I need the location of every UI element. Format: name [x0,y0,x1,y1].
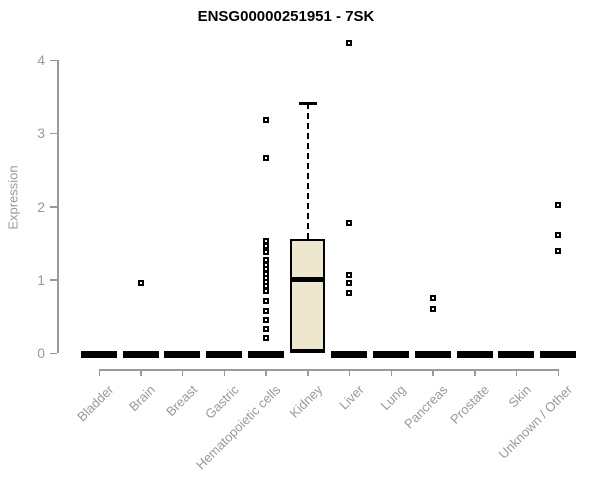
collapsed-box-bar [456,350,493,358]
x-tick-label: Kidney [286,382,326,421]
boxplot-box [290,239,326,353]
x-axis-tick [390,369,393,376]
outlier-point [262,237,269,244]
x-axis-tick [140,369,142,376]
x-tick-label: Pancreas [400,382,451,432]
chart-title: ENSG00000251951 - 7SK [197,8,375,25]
x-tick-label: Skin [505,382,534,411]
outlier-point [262,325,269,332]
collapsed-box-bar [247,350,284,358]
y-axis-line [57,60,59,353]
outlier-point [346,40,353,47]
outlier-point [137,279,144,286]
collapsed-box-bar [414,350,451,358]
outlier-point [262,287,269,294]
y-axis-title: Expression [5,165,21,230]
x-tick-label: Liver [336,382,367,413]
x-axis-tick [265,369,267,376]
outlier-point [262,297,269,304]
x-axis-tick [515,369,518,376]
outlier-point [262,248,269,255]
outlier-point [346,289,353,296]
x-tick-label: Unknown / Other [496,382,576,462]
x-tick-label: Prostate [447,382,493,427]
x-axis-line [99,369,558,371]
y-tick-label: 2 [37,198,45,215]
x-axis-tick [557,369,559,376]
y-axis-tick [50,352,57,354]
x-axis-tick [98,369,100,376]
x-axis-tick [307,369,309,376]
collapsed-box-bar [164,350,201,358]
y-axis-tick [50,132,57,135]
outlier-point [346,279,353,286]
x-tick-label: Brain [126,382,159,415]
whisker-line [306,103,309,240]
x-tick-label: Gastric [202,382,242,422]
x-axis-tick [181,369,184,376]
y-tick-label: 1 [37,271,45,288]
collapsed-box-bar [206,350,243,358]
outlier-point [555,232,561,239]
y-tick-label: 3 [37,125,45,142]
collapsed-box-bar [122,350,159,358]
outlier-point [262,335,269,342]
collapsed-box-bar [498,350,535,358]
y-axis-tick [50,279,57,281]
outlier-point [262,308,269,315]
collapsed-box-bar [81,350,117,358]
outlier-point [346,220,353,227]
outlier-point [429,295,436,302]
x-axis-tick [474,369,476,376]
outlier-point [262,256,269,263]
x-tick-label: Lung [377,382,409,414]
x-axis-tick [348,369,351,376]
collapsed-box-bar [331,350,368,358]
outlier-point [555,202,561,209]
y-axis-tick [50,59,57,61]
x-axis-tick [223,369,226,376]
outlier-point [262,243,269,250]
outlier-point [262,117,269,124]
x-tick-label: Bladder [74,382,117,425]
outlier-point [429,306,436,313]
x-tick-label: Breast [162,382,201,420]
whisker-cap [298,102,317,105]
y-tick-label: 4 [37,52,45,68]
outlier-point [346,272,353,279]
y-axis-tick [50,206,57,208]
outlier-point [555,248,561,255]
median-line [290,277,326,283]
y-tick-label: 0 [37,345,45,361]
outlier-point [262,317,269,324]
collapsed-box-bar [373,350,410,358]
x-axis-tick [432,369,434,376]
collapsed-box-bar [540,350,576,358]
outlier-point [262,155,269,162]
